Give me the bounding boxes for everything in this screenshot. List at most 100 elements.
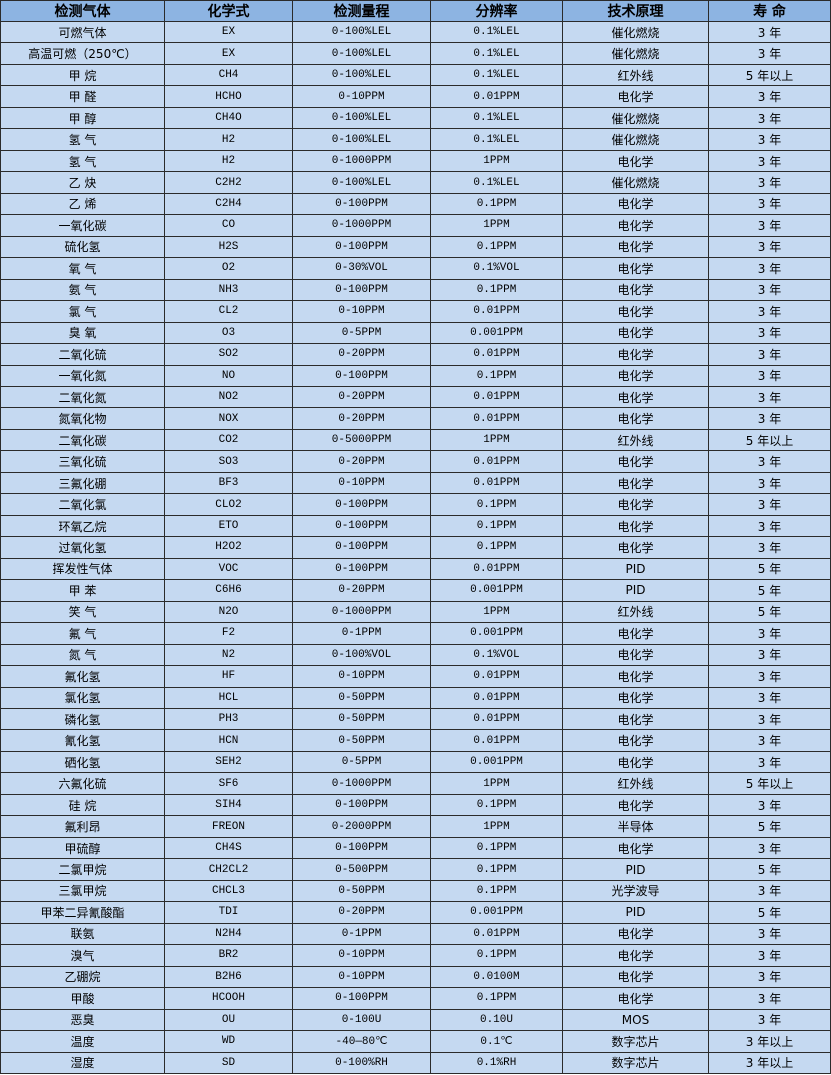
table-row: 氢 气 H2 0-100%LEL 0.1%LEL 催化燃烧 3 年	[0, 128, 831, 151]
cell-gas-name: 环氧乙烷	[0, 514, 165, 538]
cell-technology-principle: 电化学	[562, 793, 709, 817]
cell-detection-range: 0-1PPM	[292, 922, 431, 946]
cell-detection-range: 0-10PPM	[292, 85, 431, 108]
cell-resolution: 0.001PPM	[430, 321, 563, 345]
cell-chemical-formula: NO2	[164, 385, 293, 409]
cell-detection-range: 0-50PPM	[292, 686, 431, 710]
table-row: 二氧化碳 CO2 0-5000PPM 1PPM 红外线 5 年以上	[0, 428, 831, 452]
cell-lifespan: 3 年	[708, 321, 831, 345]
cell-chemical-formula: ETO	[164, 514, 293, 538]
cell-resolution: 1PPM	[430, 214, 563, 237]
cell-lifespan: 3 年	[708, 944, 831, 967]
cell-resolution: 0.1PPM	[430, 858, 563, 881]
cell-resolution: 0.1PPM	[430, 364, 563, 387]
cell-technology-principle: 电化学	[562, 729, 709, 752]
cell-lifespan: 5 年	[708, 815, 831, 838]
cell-gas-name: 甲 烷	[0, 63, 165, 87]
cell-chemical-formula: HCL	[164, 686, 293, 710]
cell-gas-name: 硅 烷	[0, 793, 165, 817]
cell-lifespan: 5 年以上	[708, 63, 831, 87]
cell-detection-range: 0-10PPM	[292, 965, 431, 989]
table-row: 二氧化硫 SO2 0-20PPM 0.01PPM 电化学 3 年	[0, 343, 831, 366]
table-row: 过氧化氢 H2O2 0-100PPM 0.1PPM 电化学 3 年	[0, 536, 831, 559]
cell-chemical-formula: C2H4	[164, 192, 293, 216]
cell-detection-range: 0-50PPM	[292, 729, 431, 752]
cell-detection-range: 0-1000PPM	[292, 214, 431, 237]
table-row: 二氧化氯 CLO2 0-100PPM 0.1PPM 电化学 3 年	[0, 493, 831, 516]
cell-detection-range: 0-1000PPM	[292, 600, 431, 624]
cell-gas-name: 三氟化硼	[0, 471, 165, 495]
cell-resolution: 0.01PPM	[430, 407, 563, 430]
cell-detection-range: 0-10PPM	[292, 665, 431, 688]
cell-technology-principle: 电化学	[562, 514, 709, 538]
cell-technology-principle: 电化学	[562, 965, 709, 989]
cell-lifespan: 3 年	[708, 235, 831, 259]
column-header-lifespan: 寿 命	[708, 0, 831, 22]
cell-gas-name: 一氧化碳	[0, 214, 165, 237]
cell-gas-name: 甲 苯	[0, 579, 165, 602]
cell-detection-range: 0-10PPM	[292, 471, 431, 495]
cell-detection-range: 0-100%LEL	[292, 171, 431, 194]
cell-gas-name: 三氯甲烷	[0, 879, 165, 903]
cell-chemical-formula: BF3	[164, 471, 293, 495]
cell-technology-principle: 催化燃烧	[562, 128, 709, 151]
cell-gas-name: 六氟化硫	[0, 772, 165, 795]
cell-chemical-formula: SEH2	[164, 750, 293, 774]
cell-resolution: 0.01PPM	[430, 385, 563, 409]
cell-technology-principle: 电化学	[562, 686, 709, 710]
cell-lifespan: 5 年	[708, 901, 831, 924]
cell-resolution: 0.01PPM	[430, 450, 563, 473]
table-row: 磷化氢 PH3 0-50PPM 0.01PPM 电化学 3 年	[0, 707, 831, 731]
cell-detection-range: 0-100PPM	[292, 278, 431, 302]
cell-detection-range: 0-10PPM	[292, 300, 431, 323]
cell-resolution: 0.001PPM	[430, 579, 563, 602]
cell-technology-principle: 电化学	[562, 85, 709, 108]
cell-resolution: 0.1PPM	[430, 836, 563, 860]
cell-technology-principle: 催化燃烧	[562, 106, 709, 130]
cell-resolution: 0.1%LEL	[430, 42, 563, 65]
cell-resolution: 0.01PPM	[430, 686, 563, 710]
cell-detection-range: 0-500PPM	[292, 858, 431, 881]
cell-technology-principle: 红外线	[562, 428, 709, 452]
cell-resolution: 0.1%VOL	[430, 257, 563, 280]
cell-chemical-formula: HCN	[164, 729, 293, 752]
cell-lifespan: 3 年以上	[708, 1051, 831, 1074]
cell-chemical-formula: SD	[164, 1051, 293, 1074]
cell-chemical-formula: H2O2	[164, 536, 293, 559]
table-row: 高温可燃（250℃） EX 0-100%LEL 0.1%LEL 催化燃烧 3 年	[0, 42, 831, 65]
cell-detection-range: 0-100PPM	[292, 793, 431, 817]
cell-chemical-formula: VOC	[164, 557, 293, 581]
cell-detection-range: 0-100%LEL	[292, 63, 431, 87]
cell-gas-name: 氢 气	[0, 128, 165, 151]
cell-resolution: 0.1PPM	[430, 493, 563, 516]
table-row: 甲酸 HCOOH 0-100PPM 0.1PPM 电化学 3 年	[0, 987, 831, 1010]
cell-detection-range: 0-20PPM	[292, 901, 431, 924]
cell-technology-principle: 电化学	[562, 536, 709, 559]
cell-chemical-formula: C2H2	[164, 171, 293, 194]
cell-technology-principle: 电化学	[562, 321, 709, 345]
cell-lifespan: 3 年	[708, 106, 831, 130]
table-row: 三氯甲烷 CHCL3 0-50PPM 0.1PPM 光学波导 3 年	[0, 879, 831, 903]
column-header-chemical-formula: 化学式	[164, 0, 293, 22]
cell-gas-name: 二氧化硫	[0, 343, 165, 366]
table-row: 乙 炔 C2H2 0-100%LEL 0.1%LEL 催化燃烧 3 年	[0, 171, 831, 194]
cell-detection-range: 0-5000PPM	[292, 428, 431, 452]
cell-technology-principle: 红外线	[562, 63, 709, 87]
cell-chemical-formula: CHCL3	[164, 879, 293, 903]
table-row: 甲 醛 HCHO 0-10PPM 0.01PPM 电化学 3 年	[0, 85, 831, 108]
cell-technology-principle: 电化学	[562, 407, 709, 430]
cell-detection-range: 0-100PPM	[292, 514, 431, 538]
cell-lifespan: 3 年	[708, 257, 831, 280]
cell-detection-range: 0-100%LEL	[292, 106, 431, 130]
cell-technology-principle: 光学波导	[562, 879, 709, 903]
cell-resolution: 0.1PPM	[430, 536, 563, 559]
cell-chemical-formula: CL2	[164, 300, 293, 323]
cell-technology-principle: 电化学	[562, 450, 709, 473]
cell-resolution: 0.1%RH	[430, 1051, 563, 1074]
cell-lifespan: 3 年	[708, 987, 831, 1010]
cell-chemical-formula: SO3	[164, 450, 293, 473]
table-row: 二氯甲烷 CH2CL2 0-500PPM 0.1PPM PID 5 年	[0, 858, 831, 881]
cell-technology-principle: PID	[562, 901, 709, 924]
cell-lifespan: 3 年	[708, 965, 831, 989]
cell-gas-name: 甲苯二异氰酸酯	[0, 901, 165, 924]
